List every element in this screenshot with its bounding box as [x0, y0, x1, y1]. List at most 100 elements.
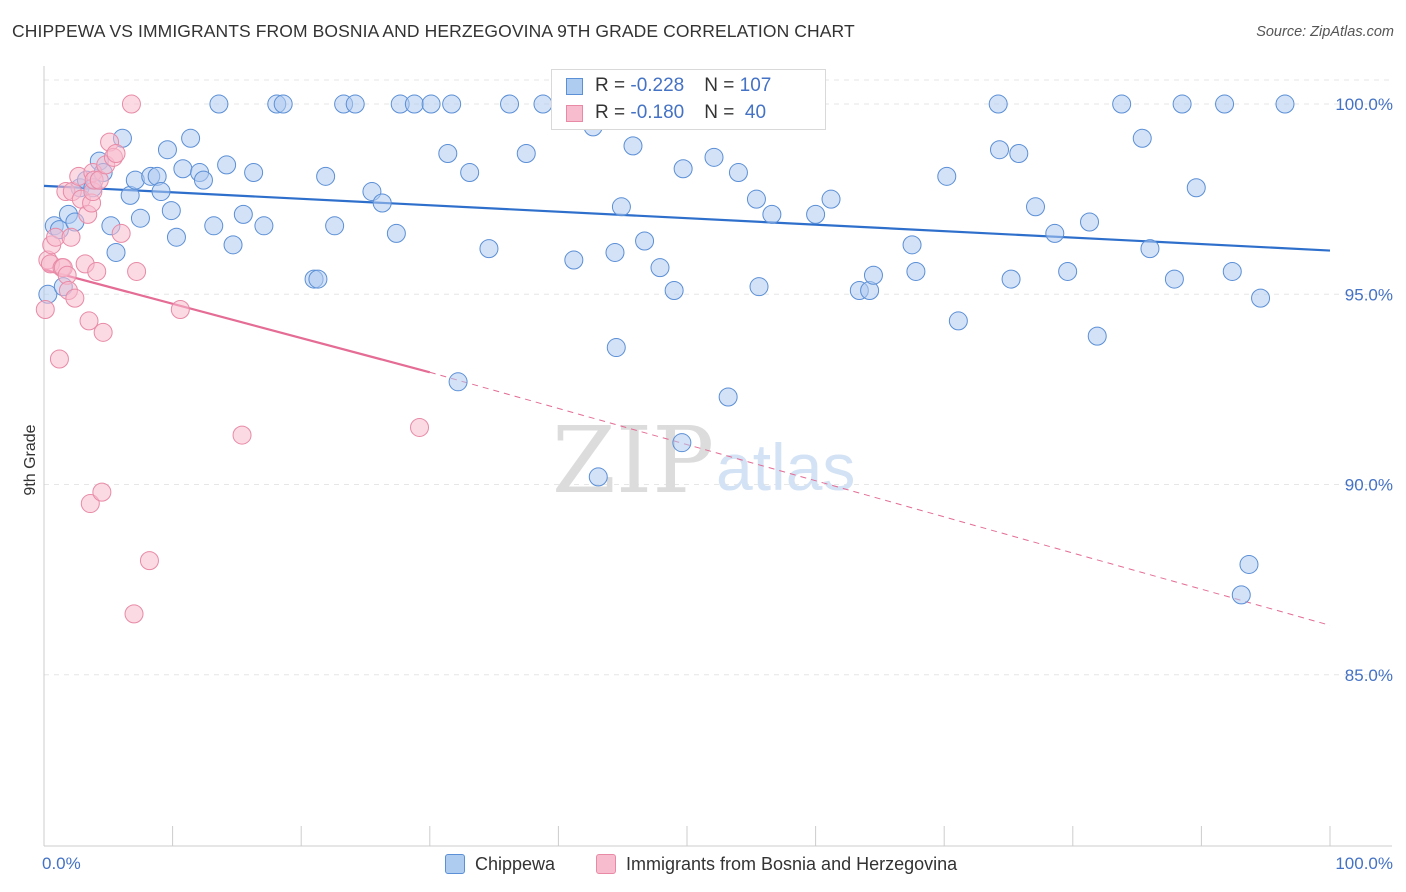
bosnia-point: [106, 144, 126, 164]
chippewa-point: [233, 204, 253, 224]
chippewa-point: [254, 216, 274, 236]
chippewa-point: [421, 94, 441, 114]
legend-label-chippewa: Chippewa: [475, 853, 556, 874]
chippewa-point: [516, 144, 536, 164]
bosnia-point: [111, 223, 131, 243]
chippewa-point: [204, 216, 224, 236]
stats-legend-row-bosnia: R = -0.180 N = 40: [566, 100, 766, 126]
chippewa-point: [564, 250, 584, 270]
chippewa-point: [316, 166, 336, 186]
n-value: 107: [739, 75, 772, 96]
bosnia-point: [79, 311, 99, 331]
chippewa-point: [1222, 261, 1242, 281]
chippewa-point: [672, 433, 692, 453]
chippewa-point: [1275, 94, 1295, 114]
chippewa-point: [664, 280, 684, 300]
chippewa-point: [173, 159, 193, 179]
watermark: ZIP atlas: [552, 407, 855, 514]
chippewa-point: [623, 136, 643, 156]
chippewa-point: [749, 277, 769, 297]
chippewa-point: [372, 193, 392, 213]
bosnia-point: [124, 604, 144, 624]
chippewa-point: [166, 227, 186, 247]
chippewa-point: [1087, 326, 1107, 346]
chippewa-point: [606, 338, 626, 358]
bosnia-point: [35, 300, 55, 320]
n-label: N =: [704, 75, 740, 96]
bosnia-point: [65, 288, 85, 308]
chippewa-point: [635, 231, 655, 251]
chippewa-point: [1009, 144, 1029, 164]
chippewa-point: [161, 201, 181, 221]
trend-line-extension: [429, 371, 1331, 626]
chippewa-point: [1080, 212, 1100, 232]
chippewa-point: [273, 94, 293, 114]
chippewa-point: [244, 163, 264, 183]
stats-legend-row-chippewa: R = -0.228 N = 107: [566, 73, 771, 99]
chippewa-point: [1140, 239, 1160, 259]
chippewa-point: [217, 155, 237, 175]
chippewa-point: [704, 147, 724, 167]
chippewa-point: [151, 182, 171, 202]
chippewa-point: [223, 235, 243, 255]
source-credit: Source: ZipAtlas.com: [1256, 24, 1394, 40]
chippewa-point: [588, 467, 608, 487]
chippewa-point: [1112, 94, 1132, 114]
chippewa-point: [1001, 269, 1021, 289]
chippewa-point: [308, 269, 328, 289]
bosnia-point: [92, 482, 112, 502]
chippewa-point: [1172, 94, 1192, 114]
chippewa-point: [611, 197, 631, 217]
legend-item-chippewa: Chippewa: [445, 852, 555, 876]
chippewa-point: [1132, 128, 1152, 148]
chippewa-point: [1164, 269, 1184, 289]
chippewa-point: [460, 163, 480, 183]
y-tick-label: 95.0%: [1345, 285, 1393, 304]
chippewa-point: [438, 144, 458, 164]
chippewa-point: [989, 140, 1009, 160]
y-tick-label: 100.0%: [1335, 95, 1393, 114]
chippewa-point: [1026, 197, 1046, 217]
chippewa-point: [325, 216, 345, 236]
legend-swatch-bosnia: [596, 854, 616, 874]
n-label: N =: [704, 102, 740, 123]
chippewa-point: [500, 94, 520, 114]
chippewa-point: [533, 94, 553, 114]
bosnia-point: [410, 417, 430, 437]
chart-title: CHIPPEWA VS IMMIGRANTS FROM BOSNIA AND H…: [12, 21, 855, 41]
chippewa-point: [1231, 585, 1251, 605]
chippewa-point: [1058, 261, 1078, 281]
y-axis-title: 9th Grade: [22, 424, 39, 495]
chippewa-point: [863, 265, 883, 285]
bosnia-point: [170, 300, 190, 320]
trend-line-bosnia: [43, 268, 431, 374]
chippewa-point: [1186, 178, 1206, 198]
chippewa-point: [1239, 554, 1259, 574]
chippewa-point: [948, 311, 968, 331]
chippewa-point: [130, 208, 150, 228]
r-label: R =: [595, 102, 631, 123]
tick-labels: 85.0% 90.0% 95.0% 100.0% 0.0% 100.0%: [42, 95, 1393, 873]
trend-lines: [43, 184, 1331, 626]
chippewa-point: [442, 94, 462, 114]
bosnia-point: [232, 425, 252, 445]
chippewa-point: [1251, 288, 1271, 308]
chippewa-point: [806, 204, 826, 224]
n-value: 40: [739, 102, 767, 123]
bosnia-point: [49, 349, 69, 369]
chippewa-point: [728, 163, 748, 183]
bosnia-point: [80, 494, 100, 514]
chippewa-point: [193, 170, 213, 190]
watermark-atlas: atlas: [716, 430, 855, 504]
chippewa-point: [209, 94, 229, 114]
bosnia-swatch: [566, 104, 583, 122]
chippewa-point: [106, 242, 126, 262]
bosnia-point: [93, 322, 113, 342]
legend-item-bosnia: Immigrants from Bosnia and Herzegovina: [596, 852, 957, 876]
chippewa-point: [673, 159, 693, 179]
chippewa-point: [345, 94, 365, 114]
chippewa-point: [937, 166, 957, 186]
bosnia-point: [61, 227, 81, 247]
stats-legend: R = -0.228 N = 107 R = -0.180 N = 40: [551, 69, 826, 130]
